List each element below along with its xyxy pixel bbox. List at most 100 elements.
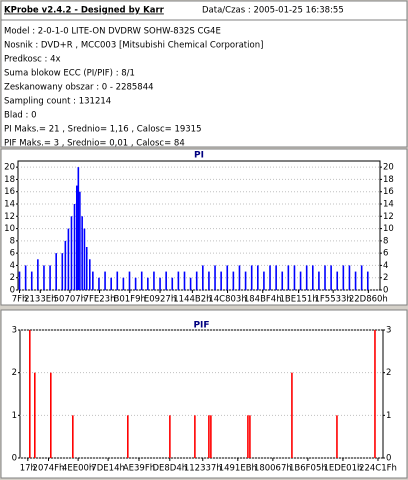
y-tick-label-right: 1: [386, 411, 391, 421]
bar: [64, 240, 67, 290]
info-line: PI Maks.= 21 , Srednio= 1,16 , Calosc= 1…: [4, 125, 201, 135]
x-tick-label: 14C803h: [208, 295, 246, 305]
x-tick-label: 22D860h: [349, 295, 388, 305]
bar: [153, 271, 155, 290]
x-tick-label: 112337h: [184, 464, 222, 474]
bar: [98, 277, 100, 290]
x-tick-label: B01F9h: [114, 295, 146, 305]
bar: [128, 271, 131, 290]
bar: [34, 372, 36, 458]
x-tick-label: DE8D4h: [152, 464, 187, 474]
bar: [354, 271, 357, 290]
x-tick-label: 1B6F05h: [289, 464, 327, 474]
y-tick-label: 6: [10, 249, 15, 259]
bar: [324, 265, 326, 290]
x-tick-label: 1BE151h: [279, 295, 317, 305]
info-line: Predkosc : 4x: [4, 55, 61, 65]
y-tick-label: 4: [10, 261, 15, 271]
bar: [104, 271, 106, 290]
bar: [122, 277, 125, 290]
bar: [88, 259, 91, 290]
info-panel: [0, 0, 408, 148]
bar: [43, 265, 45, 290]
x-tick-label: 224C1Fh: [359, 464, 397, 474]
bar: [110, 277, 112, 290]
bar: [30, 271, 33, 290]
bar: [257, 265, 259, 290]
y-tick-label-right: 16: [383, 187, 394, 197]
bar: [85, 247, 88, 290]
y-tick-label: 14: [4, 200, 15, 210]
bar: [348, 265, 351, 290]
bar: [202, 265, 204, 290]
y-tick-label-right: 4: [383, 261, 388, 271]
y-tick-label: 0: [10, 286, 15, 296]
bar: [70, 216, 73, 290]
y-tick-label-right: 0: [386, 454, 391, 464]
bar: [287, 265, 290, 290]
bar: [275, 265, 277, 290]
bar: [67, 228, 70, 290]
y-tick-label-right: 18: [383, 175, 394, 185]
bar: [127, 415, 129, 458]
bar: [336, 271, 339, 290]
y-tick-label: 3: [12, 326, 17, 336]
y-tick-label: 18: [4, 175, 15, 185]
bar: [79, 191, 81, 290]
bar: [293, 265, 296, 290]
bar: [169, 415, 171, 458]
bar: [244, 271, 247, 290]
bar: [134, 277, 137, 290]
bar: [366, 271, 369, 290]
y-tick-label: 2: [12, 368, 17, 378]
x-tick-label: 4EE00h: [62, 464, 94, 474]
bar: [232, 271, 235, 290]
y-tick-label: 16: [4, 187, 15, 197]
bar: [24, 265, 27, 290]
y-tick-label-right: 12: [383, 212, 394, 222]
info-line: Sampling count : 131214: [4, 97, 111, 107]
bar: [299, 271, 302, 290]
bar: [330, 265, 332, 290]
y-tick-label-right: 6: [383, 249, 388, 259]
bar: [336, 415, 338, 458]
x-tick-label: E0927h: [144, 295, 176, 305]
y-tick-label: 8: [10, 236, 15, 246]
bar: [77, 167, 80, 290]
bar: [159, 277, 161, 290]
x-tick-label: 17h: [20, 464, 36, 474]
bar: [165, 271, 167, 290]
bar: [189, 277, 192, 290]
y-tick-label: 1: [12, 411, 17, 421]
bar: [220, 271, 222, 290]
bar: [226, 265, 229, 290]
bar: [49, 265, 51, 290]
chart-title: PIF: [193, 321, 209, 331]
bar: [342, 265, 345, 290]
datetime: Data/Czas : 2005-01-25 16:38:55: [202, 6, 344, 16]
y-tick-label-right: 2: [386, 368, 391, 378]
bar: [37, 259, 39, 290]
y-tick-label-right: 3: [386, 326, 391, 336]
bar: [305, 265, 308, 290]
x-tick-label: 2133Eh: [24, 295, 56, 305]
bar: [281, 271, 284, 290]
info-line: Blad : 0: [4, 111, 36, 121]
plot-area: [19, 329, 384, 459]
y-tick-label-right: 0: [383, 286, 388, 296]
bar: [238, 265, 241, 290]
x-tick-label: 7DE14h: [91, 464, 125, 474]
x-tick-label: 1F5533h: [315, 295, 352, 305]
bar: [61, 253, 64, 290]
bar: [250, 265, 253, 290]
y-tick-label-right: 14: [383, 200, 394, 210]
bar: [210, 415, 212, 458]
chart-title: PI: [194, 151, 204, 161]
y-tick-label-right: 8: [383, 236, 388, 246]
bar: [247, 415, 249, 458]
bar: [55, 253, 57, 290]
info-line: PIF Maks.= 3 , Srednio= 0,01 , Calosc= 8…: [4, 139, 185, 149]
bar: [81, 216, 83, 290]
